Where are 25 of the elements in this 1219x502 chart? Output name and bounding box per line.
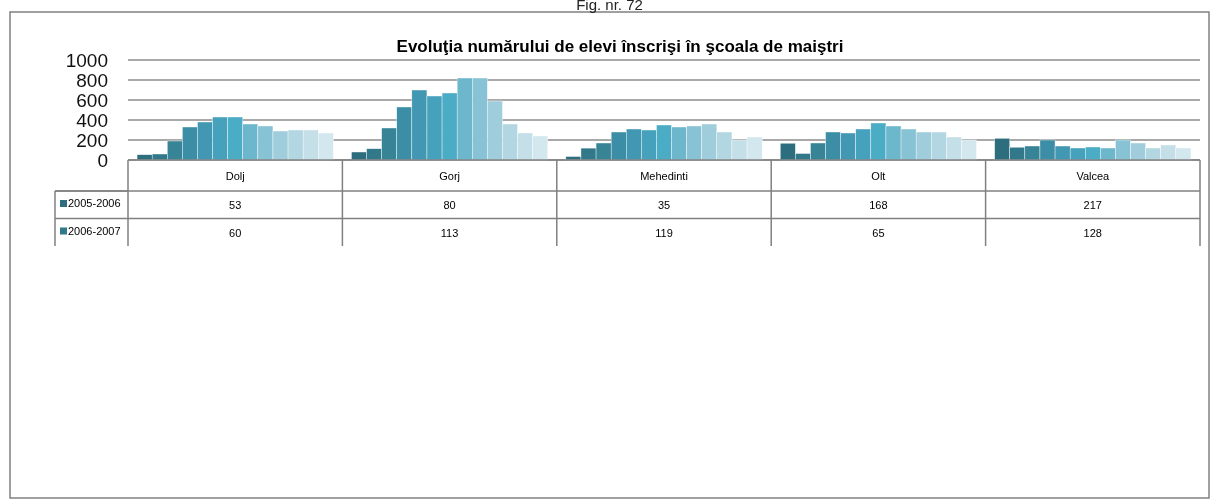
chart-title: Evoluţia numărului de elevi înscrişi în şcoala de maiştri bbox=[396, 37, 844, 56]
y-tick-label: 600 bbox=[76, 89, 108, 111]
data-label: 53 bbox=[229, 199, 242, 211]
data-label: 119 bbox=[655, 226, 673, 239]
x-tick-label: Olt bbox=[871, 170, 886, 182]
data-label: 80 bbox=[443, 199, 456, 211]
data-label: 65 bbox=[872, 226, 885, 239]
data-label: 217 bbox=[1083, 199, 1102, 211]
y-tick-label: 200 bbox=[76, 129, 108, 151]
data-label: 168 bbox=[869, 199, 888, 211]
data-label: 60 bbox=[229, 226, 242, 239]
x-tick-label: Dolj bbox=[225, 170, 245, 182]
legend-label: 2005-2006 bbox=[68, 197, 121, 209]
x-tick-label: Valcea bbox=[1076, 170, 1111, 182]
x-tick-label: Gorj bbox=[439, 170, 460, 182]
data-label: 113 bbox=[440, 226, 459, 239]
y-tick-label: 1000 bbox=[65, 49, 108, 71]
x-tick-label: Mehedinti bbox=[640, 170, 688, 182]
data-label: 35 bbox=[657, 199, 671, 211]
text: Fig. nr. 72 bbox=[576, 0, 643, 13]
y-tick-label: 0 bbox=[97, 149, 108, 171]
y-tick-label: 400 bbox=[76, 109, 108, 131]
y-tick-label: 800 bbox=[76, 69, 108, 91]
legend-label: 2006-2007 bbox=[68, 224, 121, 237]
data-label: 128 bbox=[1083, 226, 1102, 239]
